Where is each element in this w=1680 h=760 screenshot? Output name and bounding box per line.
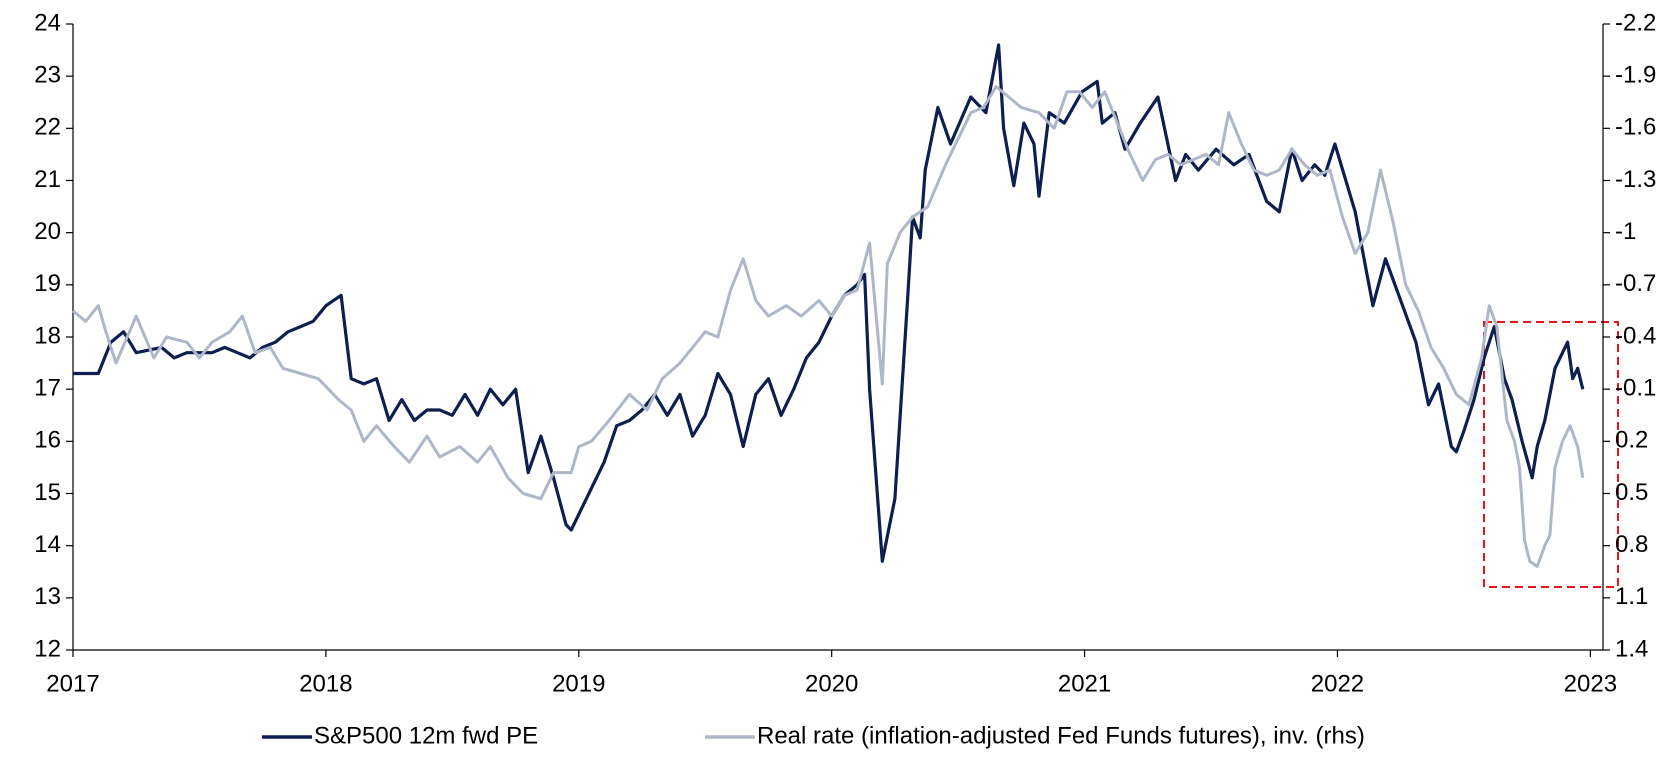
y2-tick-label: -1.6 <box>1615 114 1656 141</box>
y2-tick-label: 1.4 <box>1615 635 1648 662</box>
series-line <box>72 85 1585 568</box>
legend-label: S&P500 12m fwd PE <box>314 722 538 749</box>
y-tick-label: 16 <box>34 427 61 454</box>
y2-tick-label: -0.7 <box>1615 270 1656 297</box>
y-tick-label: 19 <box>34 270 61 297</box>
y-tick-label: 17 <box>34 375 61 402</box>
x-tick-label: 2020 <box>805 670 858 697</box>
y2-tick-label: -1 <box>1615 218 1636 245</box>
y2-tick-label: 0.2 <box>1615 427 1648 454</box>
y2-tick-label: -2.2 <box>1615 9 1656 36</box>
x-tick-label: 2019 <box>552 670 605 697</box>
x-tick-label: 2018 <box>299 670 352 697</box>
highlight-box <box>1483 321 1619 588</box>
y2-tick-label: -1.3 <box>1615 166 1656 193</box>
y-tick-label: 14 <box>34 531 61 558</box>
series-line <box>73 43 1585 563</box>
y2-tick-label: 0.8 <box>1615 531 1648 558</box>
y-tick-label: 21 <box>34 166 61 193</box>
y2-tick-label: -0.1 <box>1615 375 1656 402</box>
y-tick-label: 18 <box>34 322 61 349</box>
y2-tick-label: -0.4 <box>1615 322 1656 349</box>
y2-tick-label: 1.1 <box>1615 583 1648 610</box>
x-tick-label: 2021 <box>1058 670 1111 697</box>
y-tick-label: 20 <box>34 218 61 245</box>
y-tick-label: 22 <box>34 114 61 141</box>
y2-tick-label: 0.5 <box>1615 479 1648 506</box>
y-tick-label: 15 <box>34 479 61 506</box>
x-tick-label: 2023 <box>1564 670 1617 697</box>
legend-label: Real rate (inflation-adjusted Fed Funds … <box>757 722 1365 749</box>
y-tick-label: 23 <box>34 62 61 89</box>
y2-tick-label: -1.9 <box>1615 62 1656 89</box>
y-tick-label: 12 <box>34 635 61 662</box>
y-tick-label: 24 <box>34 9 61 36</box>
x-tick-label: 2022 <box>1311 670 1364 697</box>
y-tick-label: 13 <box>34 583 61 610</box>
x-tick-label: 2017 <box>46 670 99 697</box>
